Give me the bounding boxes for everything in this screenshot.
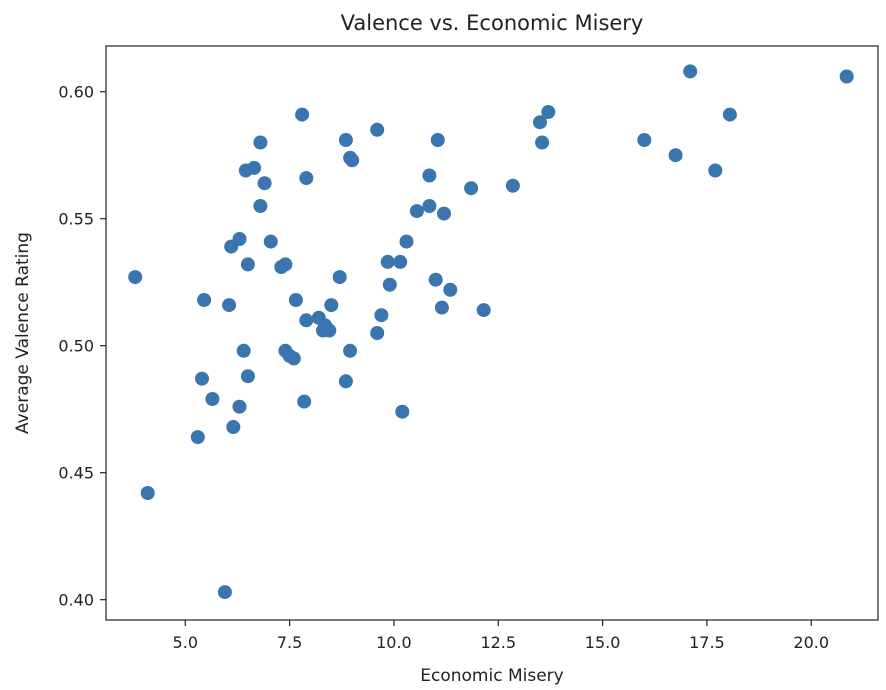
data-point <box>428 272 443 287</box>
data-point <box>380 254 395 269</box>
x-tick-label: 15.0 <box>585 633 621 652</box>
data-point <box>382 277 397 292</box>
data-point <box>533 115 547 130</box>
data-point <box>322 323 337 338</box>
data-point <box>393 254 408 269</box>
x-tick-label: 10.0 <box>376 633 412 652</box>
data-point <box>338 133 353 147</box>
data-point <box>226 420 241 434</box>
data-point <box>222 298 237 313</box>
data-point <box>236 343 251 358</box>
data-point <box>278 257 293 272</box>
data-point <box>299 171 314 186</box>
data-point <box>195 371 209 386</box>
data-point <box>370 122 385 137</box>
data-point <box>343 343 358 358</box>
data-point <box>190 430 205 445</box>
data-point <box>240 257 255 272</box>
x-axis-label: Economic Misery <box>420 666 563 686</box>
data-point <box>299 313 314 328</box>
data-point <box>297 394 312 409</box>
points-layer <box>128 64 854 600</box>
data-point <box>683 64 698 79</box>
data-point <box>430 133 445 147</box>
data-point <box>476 303 491 318</box>
y-tick-label: 0.55 <box>58 210 94 229</box>
ticks-layer: 5.0 7.5 10.0 12.5 15.0 17.5 20.0 0.40 0.45 0.50 0.… <box>58 83 829 652</box>
y-tick-label: 0.40 <box>58 591 94 610</box>
data-point <box>253 135 268 150</box>
data-point <box>232 399 247 414</box>
y-tick-label: 0.60 <box>58 83 94 102</box>
data-point <box>422 199 437 213</box>
data-point <box>722 107 737 122</box>
data-point <box>708 163 723 178</box>
data-point <box>541 105 556 119</box>
data-point <box>332 270 347 285</box>
data-point <box>370 326 385 340</box>
y-axis-label: Average Valence Rating <box>13 232 33 434</box>
data-point <box>247 160 262 175</box>
data-point <box>434 300 449 315</box>
data-point <box>535 135 550 150</box>
x-tick-label: 20.0 <box>793 633 829 652</box>
y-tick-label: 0.50 <box>58 337 94 356</box>
x-tick-label: 12.5 <box>480 633 516 652</box>
data-point <box>422 168 437 183</box>
data-point <box>399 234 414 249</box>
data-point <box>443 282 458 297</box>
y-tick-label: 0.45 <box>58 464 94 483</box>
data-point <box>217 585 232 600</box>
data-point <box>232 232 247 246</box>
plot-frame <box>105 45 879 621</box>
data-point <box>338 374 353 389</box>
data-point <box>464 181 479 196</box>
data-point <box>374 308 389 323</box>
data-point <box>263 234 278 249</box>
data-point <box>409 204 424 219</box>
data-point <box>240 369 255 384</box>
data-point <box>286 351 301 366</box>
data-point <box>288 293 303 307</box>
data-point <box>205 392 220 406</box>
data-point <box>668 148 683 163</box>
x-tick-label: 17.5 <box>689 633 725 652</box>
data-point <box>437 206 451 221</box>
data-point <box>197 293 212 307</box>
data-point <box>395 404 410 419</box>
x-tick-label: 7.5 <box>277 633 302 652</box>
chart-title: Valence vs. Economic Misery <box>341 11 644 35</box>
data-point <box>128 270 143 285</box>
x-tick-label: 5.0 <box>173 633 198 652</box>
data-point <box>253 199 268 213</box>
data-point <box>295 107 310 122</box>
data-point <box>637 133 652 147</box>
data-point <box>257 176 272 191</box>
data-point <box>839 69 854 84</box>
data-point <box>324 298 339 313</box>
data-point <box>505 178 520 193</box>
data-point <box>140 486 155 500</box>
data-point <box>345 153 360 168</box>
